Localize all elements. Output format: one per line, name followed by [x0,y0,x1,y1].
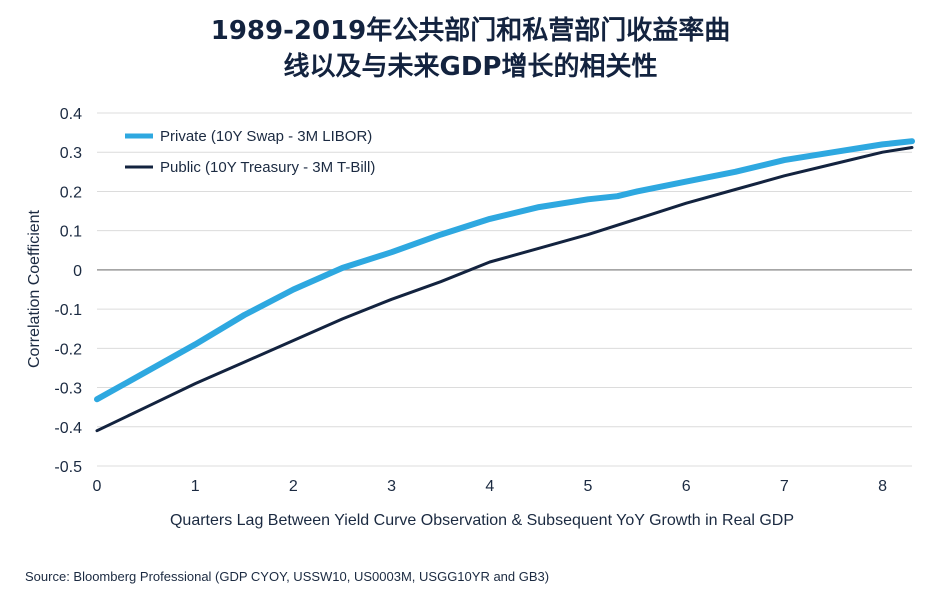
gridlines [97,112,912,467]
source-note: Source: Bloomberg Professional (GDP CYOY… [25,569,550,584]
x-tick-label: 5 [584,478,593,495]
x-tick-label: 7 [780,478,789,495]
x-tick-label: 0 [93,478,102,495]
y-tick-label: 0.2 [60,184,82,201]
x-axis-ticks: 0 1 2 3 4 5 6 7 8 [93,478,888,495]
x-tick-label: 4 [485,478,494,495]
legend: Private (10Y Swap - 3M LIBOR) Public (10Y… [125,128,375,176]
chart-title-line-1: 1989-2019年公共部门和私营部门收益率曲 [210,16,731,46]
x-tick-label: 1 [191,478,200,495]
y-tick-label: 0.4 [60,106,82,123]
y-axis-title: Correlation Coefficient [26,209,43,368]
x-tick-label: 8 [878,478,887,495]
y-tick-label: 0.1 [60,224,82,241]
y-tick-label: -0.1 [54,302,82,319]
legend-label: Private (10Y Swap - 3M LIBOR) [160,128,372,145]
private-series-line [94,138,915,403]
public-series-line [95,146,914,433]
series-lines [94,138,915,433]
y-tick-label: 0 [73,263,82,280]
y-tick-label: -0.3 [54,381,82,398]
y-tick-label: 0.3 [60,145,82,162]
y-tick-label: -0.4 [54,420,82,437]
legend-label: Public (10Y Treasury - 3M T-Bill) [160,159,375,176]
x-axis-title: Quarters Lag Between Yield Curve Observa… [170,512,794,529]
y-tick-label: -0.5 [54,459,82,476]
y-tick-label: -0.2 [54,341,82,358]
x-tick-label: 2 [289,478,298,495]
x-tick-label: 3 [387,478,396,495]
chart-title-line-2: 线以及与未来GDP增长的相关性 [283,52,658,82]
y-axis-ticks: 0.4 0.3 0.2 0.1 0 -0.1 -0.2 -0.3 -0.4 -0.5 [54,106,82,476]
x-tick-label: 6 [682,478,691,495]
